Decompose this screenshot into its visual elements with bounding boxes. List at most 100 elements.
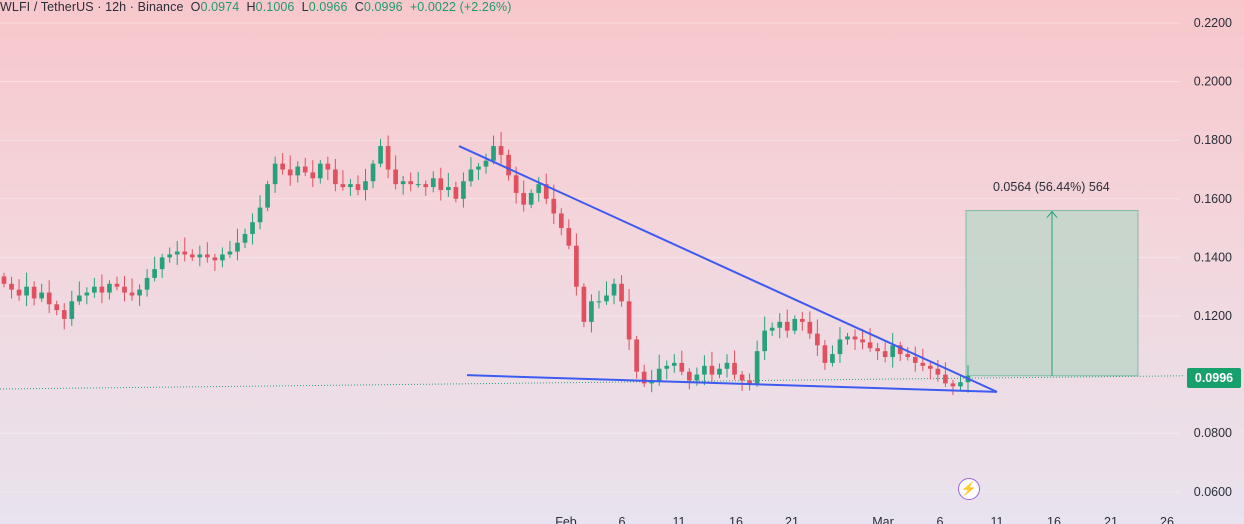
candle-body [860,339,865,343]
candle-body [732,362,737,375]
measure-arrowhead [1046,210,1058,218]
candle-body [867,342,873,349]
candles [1,131,971,396]
x-tick-label: 11 [673,515,686,524]
x-tick-label: Mar [872,515,894,524]
candle-body [189,254,195,258]
upper-trendline [458,145,998,393]
candle-body [152,269,157,278]
candle-body [385,146,391,170]
candle-body [717,368,722,375]
y-axis: 0.2200 0.2000 0.1800 0.1600 0.1400 0.1200 0.08… [1194,16,1232,499]
candle-body [24,286,29,296]
candle-body [310,172,316,179]
candle-body [9,283,14,290]
x-tick-label: 26 [1160,515,1174,524]
candle-body [777,321,783,328]
candle-body [31,286,37,299]
candle-body [393,169,398,185]
candle-body [182,251,188,255]
trendlines [458,145,998,393]
candle-body [822,345,828,363]
candle-body [438,178,444,191]
candle-body [54,304,60,311]
candle-body [461,181,466,199]
price-range-measure [965,210,1139,377]
candle-body [664,365,670,369]
candle-body [295,166,301,176]
candle-body [506,154,511,176]
candle-body [250,222,255,234]
candle-body [129,292,135,296]
candle-body [641,371,647,384]
candle-body [333,169,338,185]
candle-body [958,382,963,387]
candle-body [882,351,888,358]
candle-body [709,365,715,375]
x-tick-label: 16 [729,515,743,524]
candle-body [99,286,105,293]
candle-body [950,383,956,387]
candle-body [205,254,210,258]
candle-body [272,163,278,185]
candle-body [220,254,225,261]
candle-body [16,289,22,296]
candle-body [634,339,639,372]
last-price-line [0,375,1186,390]
candle-body [551,198,557,214]
last-price-line [0,375,1186,390]
candle-body [935,368,941,375]
candle-body [423,184,429,188]
candle-body [702,365,707,375]
candle-body [920,362,926,366]
candle-body [784,321,790,331]
x-tick-label: 6 [619,515,626,524]
candle-body [212,257,218,261]
candle-body [287,169,293,176]
candle-body [340,184,346,188]
candle-body [92,286,97,293]
candle-body [762,330,767,352]
x-tick-label: 6 [937,515,944,524]
candle-body [280,163,285,170]
measure-label: 0.0564 (56.44%) 564 [993,180,1110,194]
candle-body [905,354,911,358]
y-tick-label: 0.1200 [1194,309,1232,323]
candle-body [589,301,594,322]
candle-body [84,292,90,296]
candle-body [611,283,617,296]
candle-body [144,277,150,290]
candle-body [837,339,843,355]
y-tick-label: 0.1600 [1194,192,1232,206]
y-tick-label: 0.0800 [1194,426,1232,440]
candle-body [197,254,203,258]
lower-trendline [466,374,998,393]
candle-body [912,357,918,363]
candle-body [408,181,414,185]
candle-body [558,213,564,229]
candle-body [476,166,481,170]
candle-body [257,207,263,223]
candle-body [815,333,820,346]
candle-body [687,371,692,381]
candle-body [468,169,474,182]
candle-body [830,354,835,363]
candle-body [159,257,165,270]
candle-body [897,345,903,355]
y-tick-label: 0.1400 [1194,250,1232,264]
candle-body [302,166,308,173]
candle-body [325,163,331,170]
candle-body [415,184,421,186]
candle-body [943,374,948,384]
candle-body [928,365,933,369]
candle-body [61,310,67,319]
candle-body [363,181,368,191]
ohlc-high: H0.1006 [246,0,295,14]
candle-body [799,318,805,322]
candle-body [39,292,44,299]
lightning-bolt-icon[interactable]: ⚡ [958,478,980,500]
candle-body [242,233,248,243]
x-tick-label: 21 [785,515,799,524]
